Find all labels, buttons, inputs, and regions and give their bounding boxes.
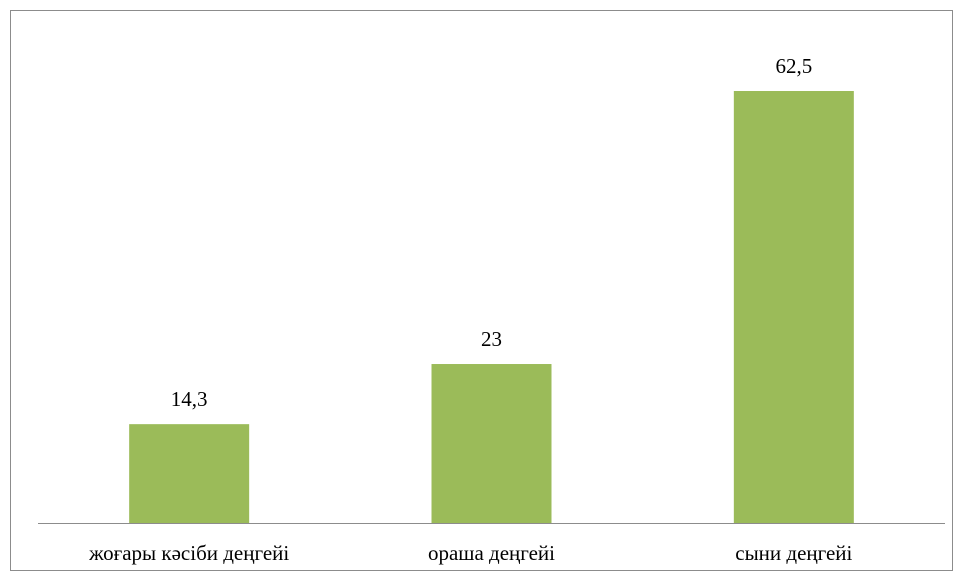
value-label: 14,3 [171,387,208,411]
bar [129,424,250,523]
value-label: 62,5 [775,54,812,78]
bar [431,364,552,523]
value-label: 23 [481,327,502,351]
bar [733,91,854,523]
x-tick-label: сыни деңгейі [735,541,852,565]
x-tick-label: ораша деңгейі [428,541,555,565]
x-tick-label: жоғары кәсіби деңгейі [88,541,289,565]
